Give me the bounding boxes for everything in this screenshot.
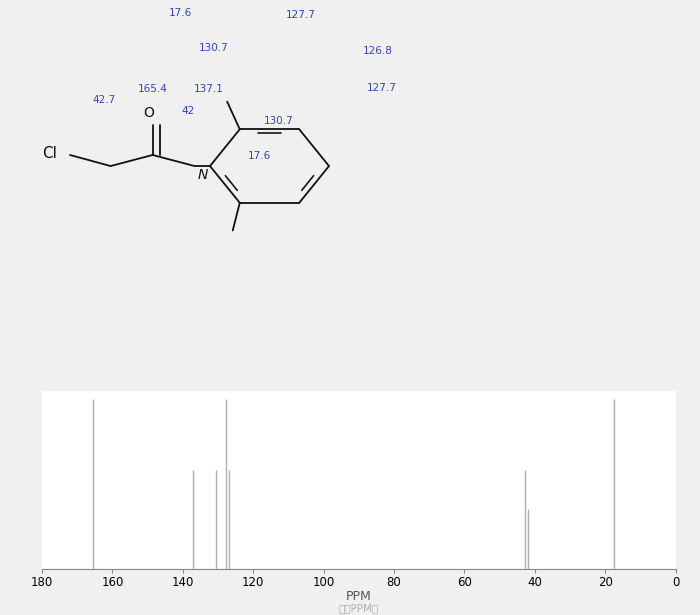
Text: 17.6: 17.6 (247, 151, 271, 161)
Text: 42: 42 (181, 106, 194, 116)
Text: 130.7: 130.7 (199, 43, 228, 53)
Text: Cl: Cl (43, 146, 57, 161)
Text: O: O (144, 106, 155, 120)
Text: 42.7: 42.7 (92, 95, 116, 105)
Text: 127.7: 127.7 (286, 10, 316, 20)
Text: 盗德PPM网: 盗德PPM网 (339, 603, 379, 613)
X-axis label: PPM: PPM (346, 590, 372, 603)
Text: 17.6: 17.6 (169, 8, 192, 18)
Text: N: N (197, 168, 208, 182)
Text: 165.4: 165.4 (138, 84, 167, 94)
Text: 127.7: 127.7 (367, 83, 396, 93)
Text: 130.7: 130.7 (264, 116, 293, 126)
Text: 137.1: 137.1 (194, 84, 223, 93)
Text: 126.8: 126.8 (363, 46, 393, 56)
